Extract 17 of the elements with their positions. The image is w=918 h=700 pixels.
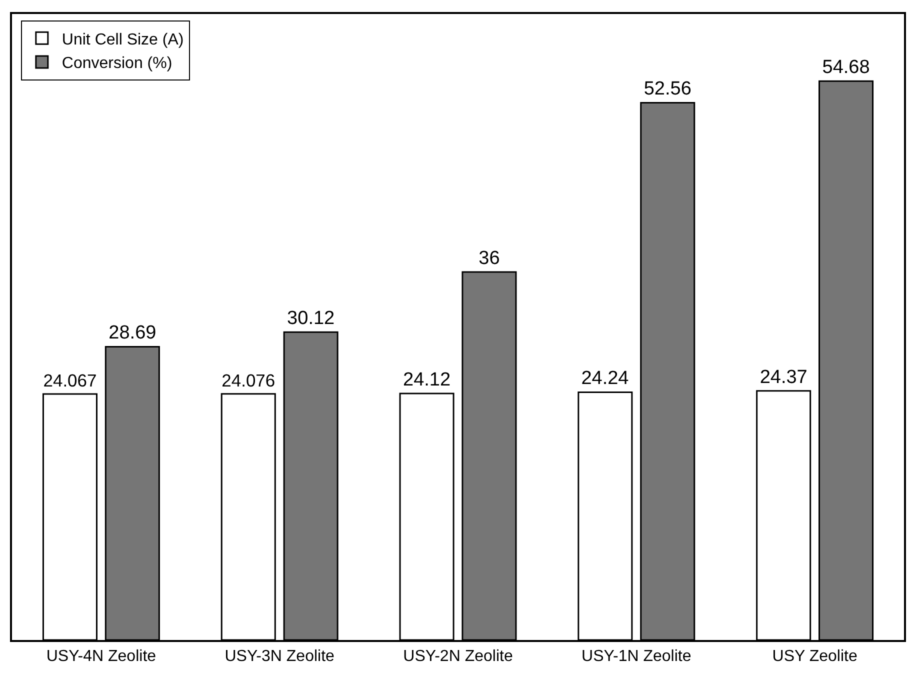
- data-label: 24.067: [43, 370, 97, 390]
- x-tick-label: USY-3N Zeolite: [224, 648, 335, 665]
- data-label: 24.12: [403, 369, 451, 390]
- data-label: 28.69: [108, 322, 156, 344]
- legend-label: Unit Cell Size (A): [62, 31, 184, 48]
- data-label: 36: [478, 248, 500, 270]
- x-tick-label: USY-2N Zeolite: [403, 648, 513, 665]
- data-label: 54.68: [822, 57, 870, 78]
- x-tick-label: USY-4N Zeolite: [46, 648, 156, 665]
- data-label: 24.24: [581, 368, 630, 390]
- legend-label: Conversion (%): [62, 55, 172, 72]
- x-tick-label: USY-1N Zeolite: [582, 648, 692, 665]
- data-label: 52.56: [644, 78, 692, 100]
- data-label: 24.076: [222, 370, 276, 390]
- data-label: 30.12: [287, 308, 335, 330]
- x-tick-label: USY Zeolite: [772, 648, 858, 665]
- data-label: 24.37: [760, 366, 808, 388]
